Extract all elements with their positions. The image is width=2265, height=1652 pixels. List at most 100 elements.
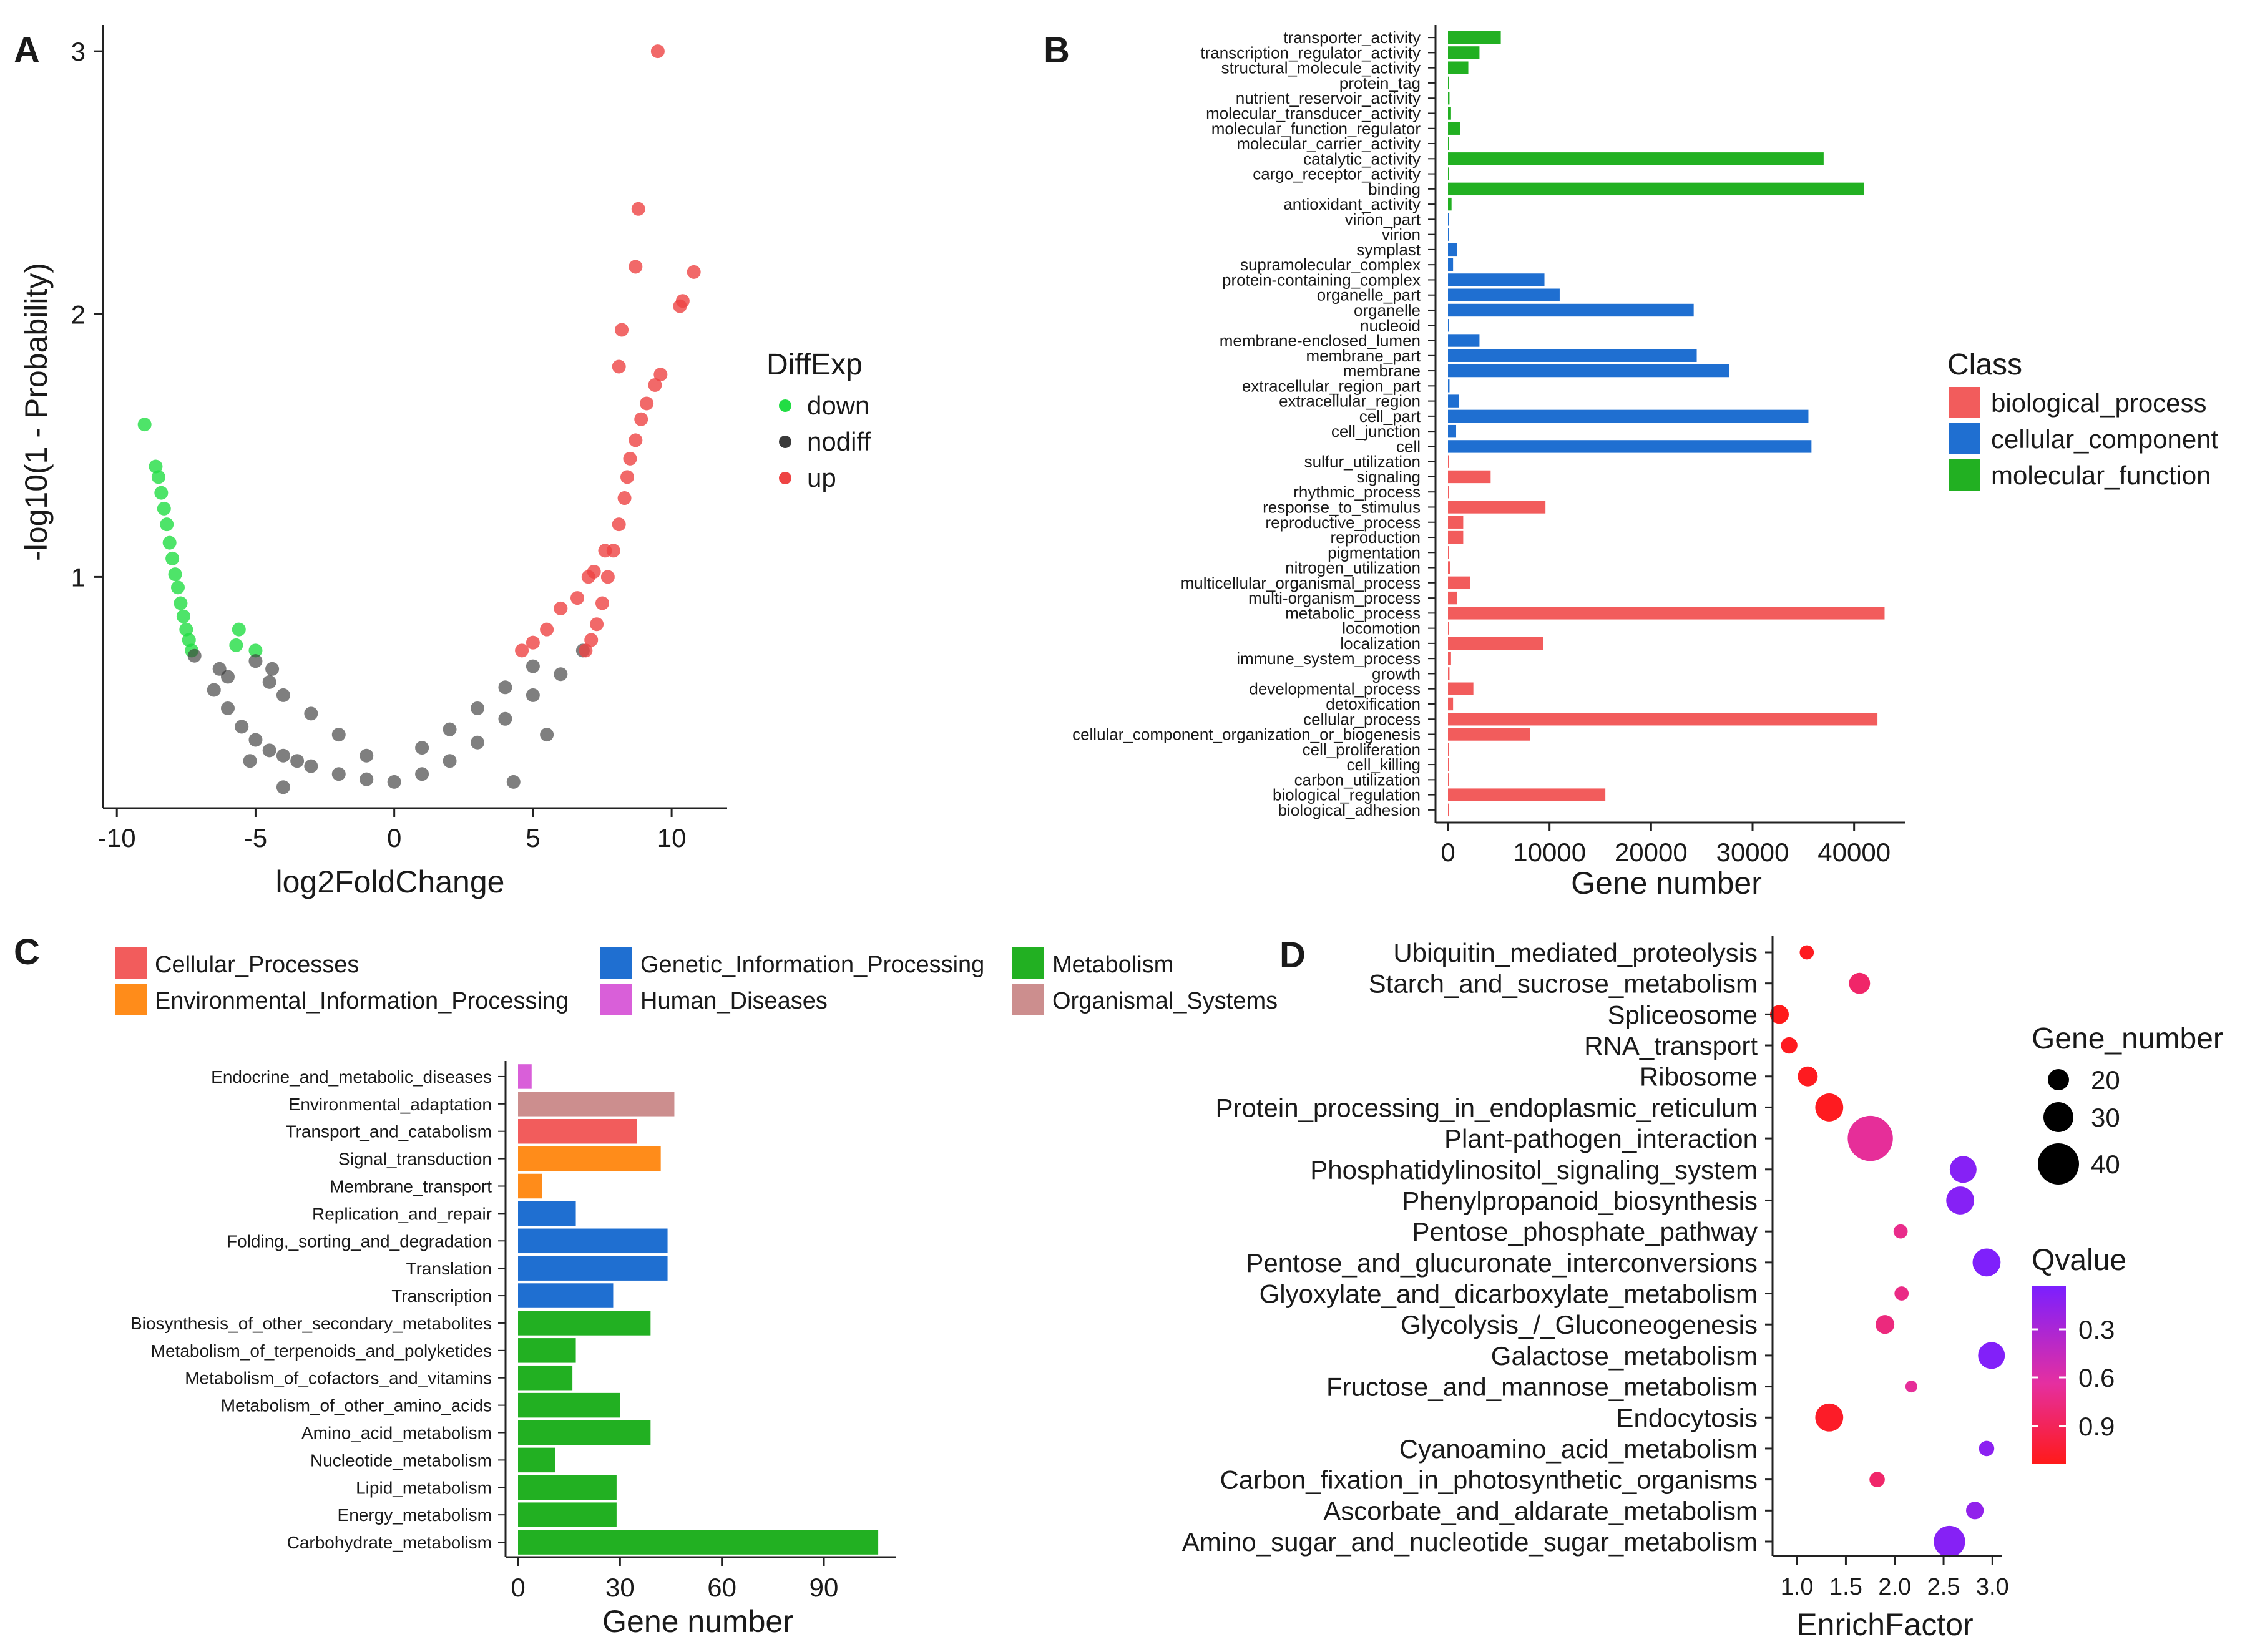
b-x-title: Gene number (1571, 866, 1762, 901)
d-x-tick-2: 2.0 (1878, 1574, 1911, 1600)
point-up-7 (653, 368, 668, 382)
panel-c-letter: C (14, 932, 40, 972)
c-bars: Endocrine_and_metabolic_diseases Environm… (130, 1064, 879, 1555)
b-label-cellular_component_organization_or_biogenesis: cellular_component_organization_or_bioge… (1072, 725, 1421, 744)
point-up-19 (620, 470, 634, 484)
point-nodiff-6 (276, 748, 290, 763)
a-y-tick-2: 3 (71, 37, 86, 66)
b-bar-organelle_part (1448, 288, 1560, 301)
c-bar-Metabolism_of_cofactors_and_vitamins (518, 1365, 573, 1391)
b-label-reproductive_process: reproductive_process (1265, 513, 1421, 532)
c-bar-Endocrine_and_metabolic_diseases (518, 1064, 532, 1089)
b-x-tick-2: 20000 (1615, 838, 1688, 867)
a-legend-title: DiffExp (766, 348, 863, 381)
panel-c: C Cellular_Processes Environmental_Infor… (14, 932, 1278, 1639)
b-bar-cell_part (1448, 409, 1809, 423)
point-nodiff-20 (248, 654, 263, 668)
b-label-molecular_function_regulator: molecular_function_regulator (1211, 119, 1421, 138)
b-label-immune_system_process: immune_system_process (1236, 649, 1421, 668)
a-legend-label-up: up (807, 463, 836, 492)
d-label-Phosphatidylinositol_signaling_system: Phosphatidylinositol_signaling_system (1310, 1155, 1758, 1185)
b-bar-molecular_transducer_activity (1448, 107, 1451, 120)
point-down-4 (157, 501, 171, 516)
b-label-membrane: membrane (1343, 361, 1421, 380)
d-label-Carbon_fixation_in_photosynthetic_organisms: Carbon_fixation_in_photosynthetic_organi… (1220, 1465, 1758, 1495)
c-label-Replication_and_repair: Replication_and_repair (312, 1204, 492, 1223)
d-label-Pentose_phosphate_pathway: Pentose_phosphate_pathway (1412, 1217, 1758, 1246)
c-label-Membrane_transport: Membrane_transport (330, 1177, 492, 1196)
d-x-tick-1: 1.5 (1829, 1574, 1862, 1600)
c-legend-label-metabolism: Metabolism (1052, 952, 1173, 978)
d-colorbar-label-0-6: 0.6 (2078, 1363, 2115, 1392)
point-up-25 (590, 617, 604, 632)
panel-a: A -10 -5 0 5 10 1 2 3 log2FoldChange -log10(1 -… (14, 25, 871, 899)
d-label-Starch_and_sucrose_metabolism: Starch_and_sucrose_metabolism (1369, 969, 1758, 999)
point-nodiff-4 (248, 733, 263, 747)
b-label-cellular_process: cellular_process (1303, 710, 1421, 728)
d-color-legend-title: Qvalue (2032, 1244, 2126, 1277)
c-legend-key-genetic (600, 947, 632, 979)
b-bar-cell (1448, 440, 1812, 453)
point-up-18 (623, 451, 637, 466)
b-label-antioxidant_activity: antioxidant_activity (1283, 195, 1421, 213)
c-bar-Nucleotide_metabolism (518, 1447, 555, 1473)
b-label-structural_molecule_activity: structural_molecule_activity (1221, 59, 1421, 77)
a-legend-label-down: down (807, 391, 869, 420)
d-point-Amino_sugar_and_nucleotide_sugar_metabolism (1934, 1525, 1965, 1558)
point-up-12 (581, 570, 595, 584)
b-legend: Class biological_process cellular_compon… (1947, 348, 2219, 491)
b-label-symplast: symplast (1356, 240, 1421, 259)
point-up-21 (612, 517, 626, 532)
a-y-title: -log10(1 - Probability) (19, 263, 54, 561)
b-x-tick-0: 0 (1441, 838, 1455, 867)
b-label-locomotion: locomotion (1342, 619, 1421, 638)
b-bar-molecular_function_regulator (1448, 122, 1460, 135)
b-bar-locomotion (1448, 622, 1449, 635)
d-colorbar-label-0-9: 0.9 (2078, 1412, 2115, 1441)
point-nodiff-32 (265, 662, 280, 676)
point-nodiff-30 (526, 659, 540, 673)
d-x-title: EnrichFactor (1796, 1607, 1973, 1642)
b-bar-growth (1448, 667, 1450, 680)
b-bar-reproductive_process (1448, 516, 1464, 529)
point-nodiff-16 (526, 688, 540, 702)
d-colorbar (2032, 1286, 2066, 1464)
c-label-Folding,_sorting_and_degradation: Folding,_sorting_and_degradation (227, 1231, 492, 1251)
c-bar-Membrane_transport (518, 1173, 542, 1199)
c-legend: Cellular_Processes Environmental_Informa… (115, 947, 1278, 1015)
b-legend-title: Class (1947, 348, 2022, 381)
b-label-transcription_regulator_activity: transcription_regulator_activity (1200, 43, 1421, 62)
b-legend-label-cc: cellular_component (1991, 424, 2219, 454)
panel-d-letter: D (1279, 935, 1306, 975)
volcano-points (137, 44, 701, 794)
b-bar-rhythmic_process (1448, 486, 1449, 499)
point-nodiff-34 (276, 780, 290, 794)
d-point-Carbon_fixation_in_photosynthetic_organisms (1869, 1472, 1885, 1487)
point-down-8 (168, 567, 182, 582)
b-bar-transcription_regulator_activity (1448, 46, 1480, 59)
point-up-2 (629, 260, 643, 274)
point-down-7 (165, 551, 180, 565)
b-label-multicellular_organismal_process: multicellular_organismal_process (1181, 574, 1421, 592)
d-point-Pentose_and_glucuronate_interconversions (1972, 1248, 2001, 1277)
b-bar-response_to_stimulus (1448, 501, 1546, 514)
d-label-Glyoxylate_and_dicarboxylate_metabolism: Glyoxylate_and_dicarboxylate_metabolism (1260, 1279, 1758, 1309)
b-label-nucleoid: nucleoid (1360, 316, 1421, 335)
point-nodiff-0 (187, 648, 202, 663)
a-y-tick-0: 1 (71, 562, 86, 592)
c-label-Metabolism_of_cofactors_and_vitamins: Metabolism_of_cofactors_and_vitamins (185, 1369, 492, 1388)
d-colorbar-label-0-3: 0.3 (2078, 1315, 2115, 1344)
b-label-transporter_activity: transporter_activity (1283, 28, 1421, 47)
a-x-title: log2FoldChange (276, 864, 505, 899)
d-point-Phosphatidylinositol_signaling_system (1949, 1156, 1977, 1183)
point-down-16 (229, 638, 243, 652)
panel-d: D Ubiquitin_mediated_proteolysisStarch_a… (1182, 935, 2223, 1642)
b-label-organelle_part: organelle_part (1317, 286, 1421, 305)
d-point-Endocytosis (1815, 1403, 1844, 1432)
point-up-9 (612, 359, 626, 374)
point-nodiff-17 (554, 667, 568, 682)
c-bar-Carbohydrate_metabolism (518, 1530, 879, 1555)
b-label-signaling: signaling (1356, 467, 1421, 486)
c-label-Transport_and_catabolism: Transport_and_catabolism (286, 1122, 492, 1141)
b-bar-nucleoid (1448, 319, 1449, 332)
